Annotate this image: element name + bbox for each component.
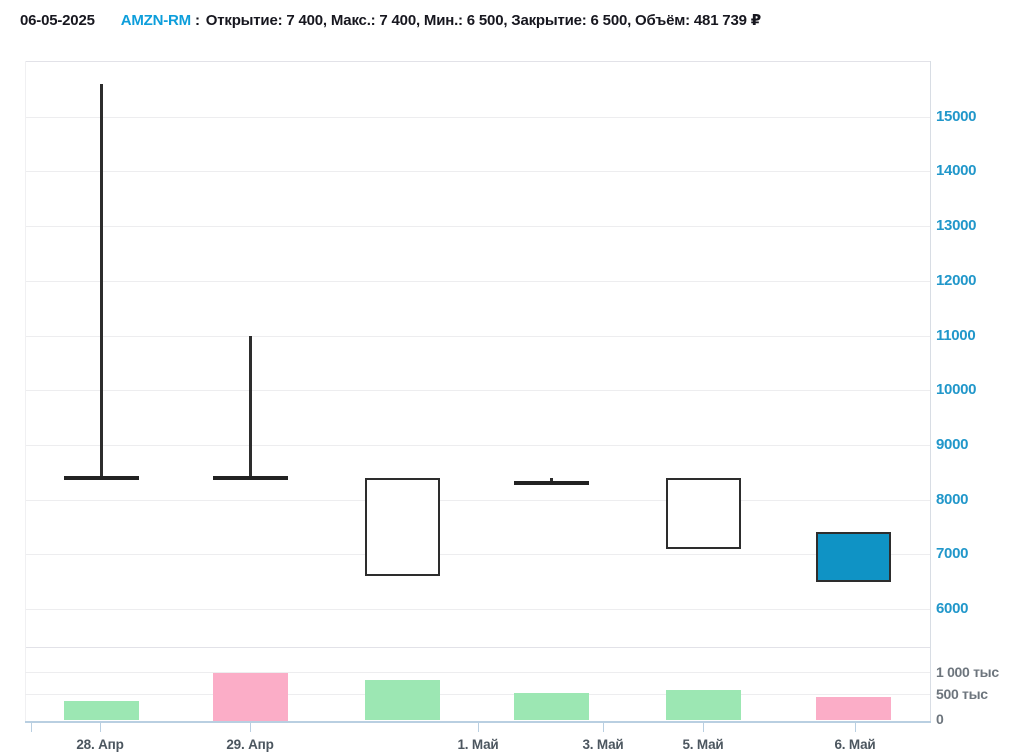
candlestick[interactable] <box>665 477 741 549</box>
volume-bar[interactable] <box>665 689 741 721</box>
x-axis-tick <box>100 721 101 732</box>
ticker-symbol: AMZN-RM <box>120 12 191 29</box>
volume-bar[interactable] <box>364 679 440 721</box>
candlestick[interactable] <box>513 481 589 486</box>
candlestick[interactable] <box>212 475 288 480</box>
price-gridline <box>25 116 930 118</box>
price-gridline <box>25 335 930 337</box>
x-axis-tick <box>703 721 704 732</box>
volume-bar[interactable] <box>212 672 288 721</box>
price-axis-label: 8000 <box>936 490 969 508</box>
volume-axis-label: 500 тыс <box>936 686 988 702</box>
x-axis-label: 5. Май <box>682 737 724 752</box>
price-axis-label: 10000 <box>936 381 977 399</box>
x-axis-edge-tick <box>31 721 32 732</box>
x-axis-tick <box>478 721 479 732</box>
chart-right-border <box>930 61 931 722</box>
volume-axis-label: 0 <box>936 711 944 727</box>
candle-upper-wick <box>549 477 553 484</box>
x-axis-label: 3. Май <box>582 737 624 752</box>
x-axis-tick <box>250 721 251 732</box>
price-axis-label: 12000 <box>936 271 977 289</box>
header-colon: : <box>194 12 200 29</box>
price-gridline <box>25 171 930 173</box>
candlestick[interactable] <box>63 475 139 480</box>
x-axis-label: 29. Апр <box>226 737 274 752</box>
ohlc-header: 06-05-2025 AMZN-RM : Открытие: 7 400, Ма… <box>20 11 761 31</box>
candlestick[interactable] <box>364 477 440 577</box>
x-axis-tick <box>603 721 604 732</box>
price-gridline <box>25 226 930 228</box>
price-gridline <box>25 499 930 501</box>
price-axis-label: 7000 <box>936 545 969 563</box>
price-gridline <box>25 554 930 556</box>
ohlc-summary: Открытие: 7 400, Макс.: 7 400, Мин.: 6 5… <box>205 12 761 29</box>
price-axis-label: 11000 <box>936 326 976 344</box>
price-gridline <box>25 280 930 282</box>
volume-bar[interactable] <box>815 697 891 721</box>
price-axis-label: 9000 <box>936 435 969 453</box>
price-gridline <box>25 609 930 610</box>
candlestick[interactable] <box>815 532 891 582</box>
volume-axis-label: 1 000 тыс <box>936 664 999 680</box>
price-axis-label: 14000 <box>936 162 977 180</box>
chart-top-border <box>25 61 930 62</box>
x-axis-label: 1. Май <box>457 737 499 752</box>
volume-bar[interactable] <box>513 692 589 721</box>
candle-upper-wick <box>248 335 252 478</box>
x-axis-tick <box>855 721 856 732</box>
x-axis-label: 28. Апр <box>76 737 124 752</box>
volume-gridline <box>25 672 930 673</box>
price-axis-label: 15000 <box>936 107 977 125</box>
volume-gridline <box>25 694 930 695</box>
pane-separator <box>25 647 930 648</box>
price-gridline <box>25 444 930 446</box>
price-axis-label: 13000 <box>936 217 977 235</box>
header-date: 06-05-2025 <box>20 12 95 29</box>
price-gridline <box>25 390 930 392</box>
price-axis-label: 6000 <box>936 600 969 617</box>
chart-left-border <box>25 61 26 721</box>
x-axis-label: 6. Май <box>834 737 876 752</box>
candle-upper-wick <box>99 83 103 478</box>
volume-bar[interactable] <box>63 701 139 721</box>
